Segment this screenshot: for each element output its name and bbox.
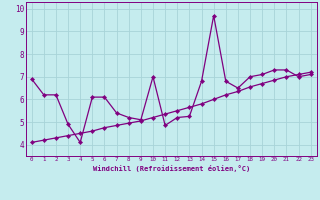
- X-axis label: Windchill (Refroidissement éolien,°C): Windchill (Refroidissement éolien,°C): [92, 165, 250, 172]
